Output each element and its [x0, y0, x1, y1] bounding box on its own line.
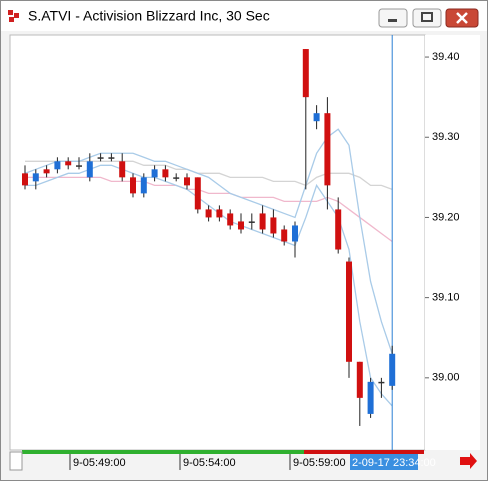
candle-body — [238, 221, 244, 230]
minimize-button[interactable] — [378, 8, 408, 28]
candle-body — [259, 213, 266, 230]
candle-body — [205, 209, 212, 218]
candle-body — [378, 381, 385, 384]
candle-body — [22, 173, 28, 186]
y-tick-label: 39.00 — [432, 372, 460, 384]
indicator-line — [25, 160, 393, 190]
candle-body — [97, 157, 104, 159]
timeline-green — [22, 450, 304, 454]
cursor-label-bg — [350, 454, 418, 470]
plot-area — [9, 34, 426, 451]
price-axis — [425, 35, 480, 450]
candle-body — [151, 169, 158, 178]
maximize-button[interactable] — [412, 8, 442, 28]
x-tick-label: 9-05:59:00 — [293, 457, 346, 469]
candle-body — [76, 165, 82, 167]
candle-body — [173, 177, 180, 179]
candle-body — [32, 173, 39, 182]
candle-body — [86, 161, 93, 178]
candle-body — [302, 49, 309, 98]
candle-body — [248, 221, 255, 223]
candle-body — [270, 217, 277, 234]
candle-body — [346, 261, 352, 362]
candle-body — [194, 177, 201, 210]
candle-body — [108, 157, 115, 159]
app-icon — [8, 10, 19, 22]
y-tick-label: 39.30 — [432, 131, 460, 143]
candle-body — [130, 177, 136, 194]
candle-body — [367, 381, 374, 414]
y-tick-label: 39.10 — [432, 292, 460, 304]
cursor-label: 2-09-17 23:34:00 — [352, 457, 436, 469]
candle-body — [356, 361, 363, 398]
candle-body — [292, 225, 298, 242]
candle-body — [184, 177, 190, 186]
close-button[interactable] — [445, 8, 479, 28]
candle-body — [324, 113, 331, 186]
candle-body — [65, 161, 72, 166]
y-tick-label: 39.20 — [432, 211, 460, 223]
chart-layer: 39.40 39.30 39.20 39.10 39.00 9-05:49:00 9-05:… — [22, 35, 460, 470]
scroll-box[interactable] — [9, 451, 23, 471]
x-tick-label: 9-05:54:00 — [183, 457, 236, 469]
x-tick-label: 9-05:49:00 — [73, 457, 126, 469]
indicator-line — [25, 176, 393, 243]
candle-body — [140, 177, 147, 194]
candle-body — [54, 161, 61, 170]
candle-body — [43, 169, 50, 174]
y-tick-label: 39.40 — [432, 51, 460, 63]
scroll-right-arrow[interactable] — [460, 453, 477, 469]
indicator-line — [24, 128, 393, 354]
candle-body — [313, 113, 320, 122]
candle-body — [162, 169, 169, 178]
candle-body — [216, 209, 223, 218]
candle-body — [227, 213, 234, 226]
candle-body — [281, 229, 288, 242]
timeline-red — [304, 450, 424, 454]
window-title: S.ATVI - Activision Blizzard Inc, 30 Sec — [28, 8, 270, 24]
candle-body — [119, 161, 126, 178]
candle-body — [335, 209, 342, 250]
candle-body — [389, 353, 396, 386]
